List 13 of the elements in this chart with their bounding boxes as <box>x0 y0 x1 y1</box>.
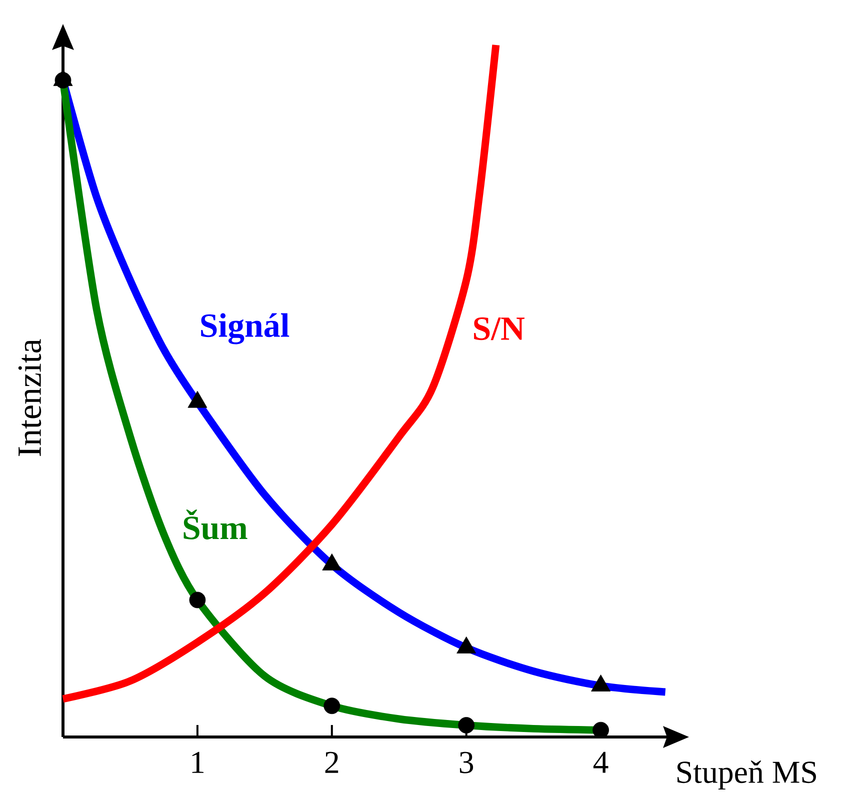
point <box>188 390 208 408</box>
point <box>324 698 340 714</box>
series-label: S/N <box>474 317 525 340</box>
x-tick-label: 4 <box>593 752 608 773</box>
x-tick-label: 2 <box>325 752 338 773</box>
point <box>458 717 475 734</box>
point <box>189 592 206 608</box>
x-axis-title: Stupeň MS <box>677 760 816 790</box>
series-label: Šum <box>184 510 248 540</box>
series-label: Signál <box>201 313 290 344</box>
x-tick-label: 3 <box>460 752 474 774</box>
x-tick-label: 1 <box>192 752 204 773</box>
y-axis-title: Intenzita <box>18 339 42 456</box>
